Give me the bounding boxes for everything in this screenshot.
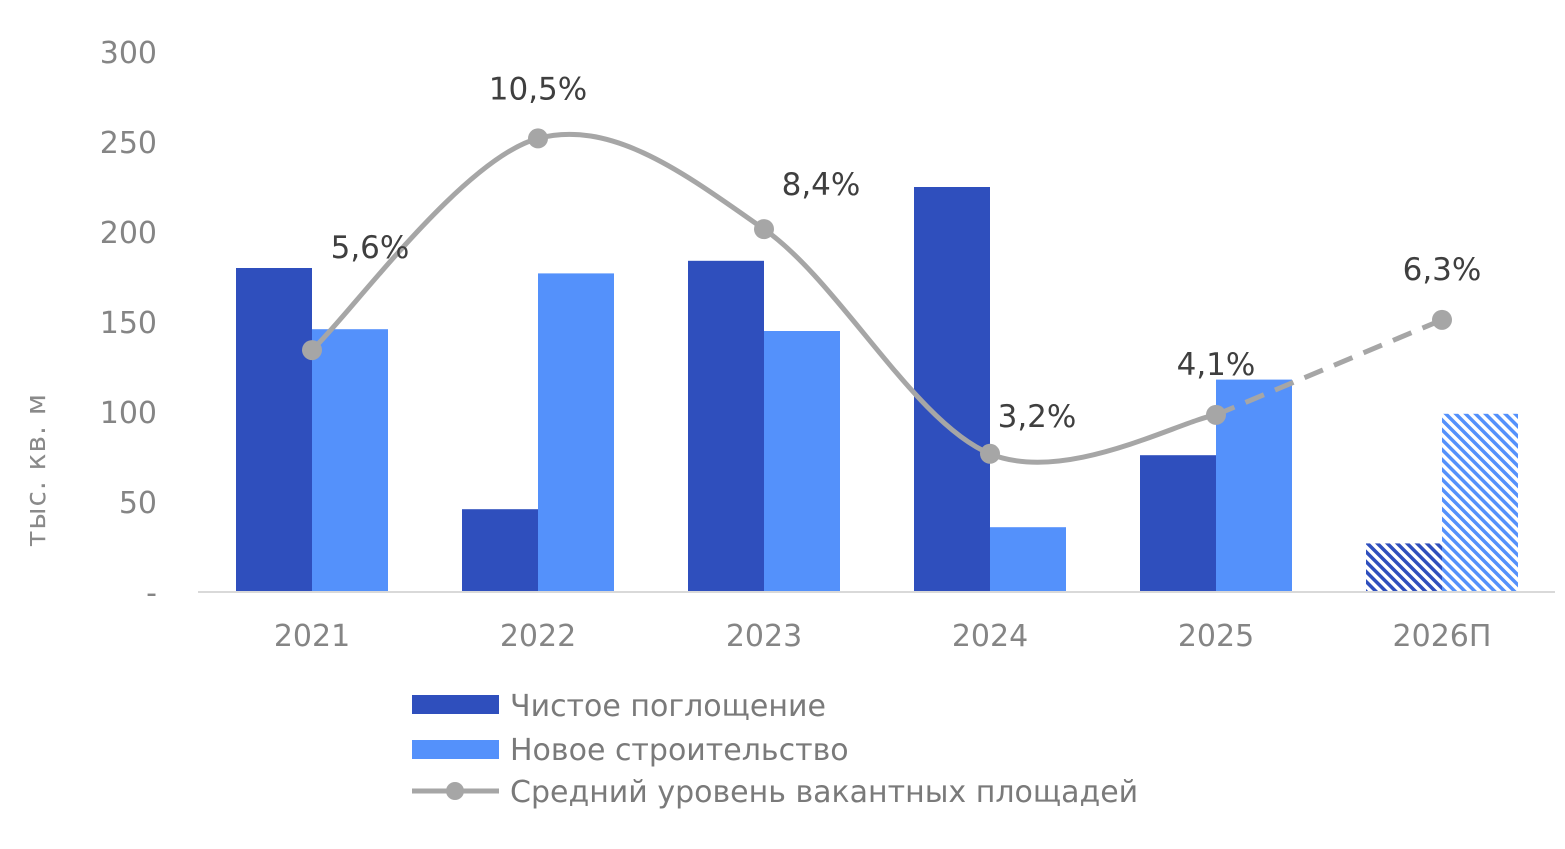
vacancy-data-label: 10,5% xyxy=(489,71,587,107)
bar-new-construction xyxy=(764,331,840,592)
bar-new-construction xyxy=(1216,379,1292,592)
x-tick-label: 2025 xyxy=(1178,619,1254,654)
vacancy-line-forecast xyxy=(1215,317,1443,418)
legend-swatch-net-absorption xyxy=(412,695,499,714)
bar-new-construction xyxy=(1442,413,1518,592)
bar-net-absorption xyxy=(1366,543,1442,592)
y-axis-label: тыс. кв. м xyxy=(19,393,52,547)
legend-item-new-construction: Новое строительство xyxy=(412,733,849,768)
legend-marker-vacancy xyxy=(446,782,464,800)
bar-net-absorption xyxy=(462,509,538,592)
bar-net-absorption xyxy=(236,268,312,592)
bars xyxy=(236,187,1518,592)
vacancy-marker xyxy=(302,340,322,361)
vacancy-data-label: 5,6% xyxy=(331,230,410,266)
vacancy-marker xyxy=(528,128,548,149)
vacancy-data-label: 8,4% xyxy=(782,167,861,203)
y-tick-label: 250 xyxy=(100,126,157,161)
vacancy-data-label: 3,2% xyxy=(998,399,1077,435)
x-tick-label: 2026П xyxy=(1393,619,1492,654)
bar-net-absorption xyxy=(914,187,990,592)
x-tick-label: 2024 xyxy=(952,619,1028,654)
legend-swatch-new-construction xyxy=(412,740,499,759)
y-axis-ticks: - 50 100 150 200 250 300 xyxy=(100,36,157,611)
data-labels: 5,6% 10,5% 8,4% 3,2% 4,1% 6,3% xyxy=(331,71,1482,434)
bar-new-construction xyxy=(990,527,1066,592)
vacancy-data-label: 6,3% xyxy=(1403,252,1482,288)
x-tick-label: 2021 xyxy=(274,619,350,654)
y-tick-label: 200 xyxy=(100,216,157,251)
vacancy-line-series xyxy=(302,128,1452,465)
x-axis-ticks: 2021 2022 2023 2024 2025 2026П xyxy=(274,619,1492,654)
bar-net-absorption xyxy=(688,260,764,592)
legend-label-new-construction: Новое строительство xyxy=(510,733,849,768)
bar-net-absorption xyxy=(1140,455,1216,592)
vacancy-marker xyxy=(1206,404,1226,425)
legend-item-vacancy: Средний уровень вакантных площадей xyxy=(412,775,1138,810)
y-tick-label: 300 xyxy=(100,36,157,71)
vacancy-marker xyxy=(980,443,1000,464)
legend: Чистое поглощение Новое строительство Ср… xyxy=(412,689,1138,810)
legend-label-net-absorption: Чистое поглощение xyxy=(510,689,826,724)
vacancy-data-label: 4,1% xyxy=(1177,347,1256,383)
y-tick-label: 100 xyxy=(100,396,157,431)
bar-new-construction xyxy=(312,329,388,592)
bar-new-construction xyxy=(538,273,614,592)
vacancy-marker xyxy=(754,219,774,240)
legend-label-vacancy: Средний уровень вакантных площадей xyxy=(510,775,1138,810)
y-tick-label: 150 xyxy=(100,306,157,341)
legend-item-net-absorption: Чистое поглощение xyxy=(412,689,826,724)
x-tick-label: 2022 xyxy=(500,619,576,654)
x-tick-label: 2023 xyxy=(726,619,802,654)
y-tick-label: - xyxy=(146,576,157,611)
vacancy-marker xyxy=(1432,309,1452,330)
y-tick-label: 50 xyxy=(119,486,157,521)
